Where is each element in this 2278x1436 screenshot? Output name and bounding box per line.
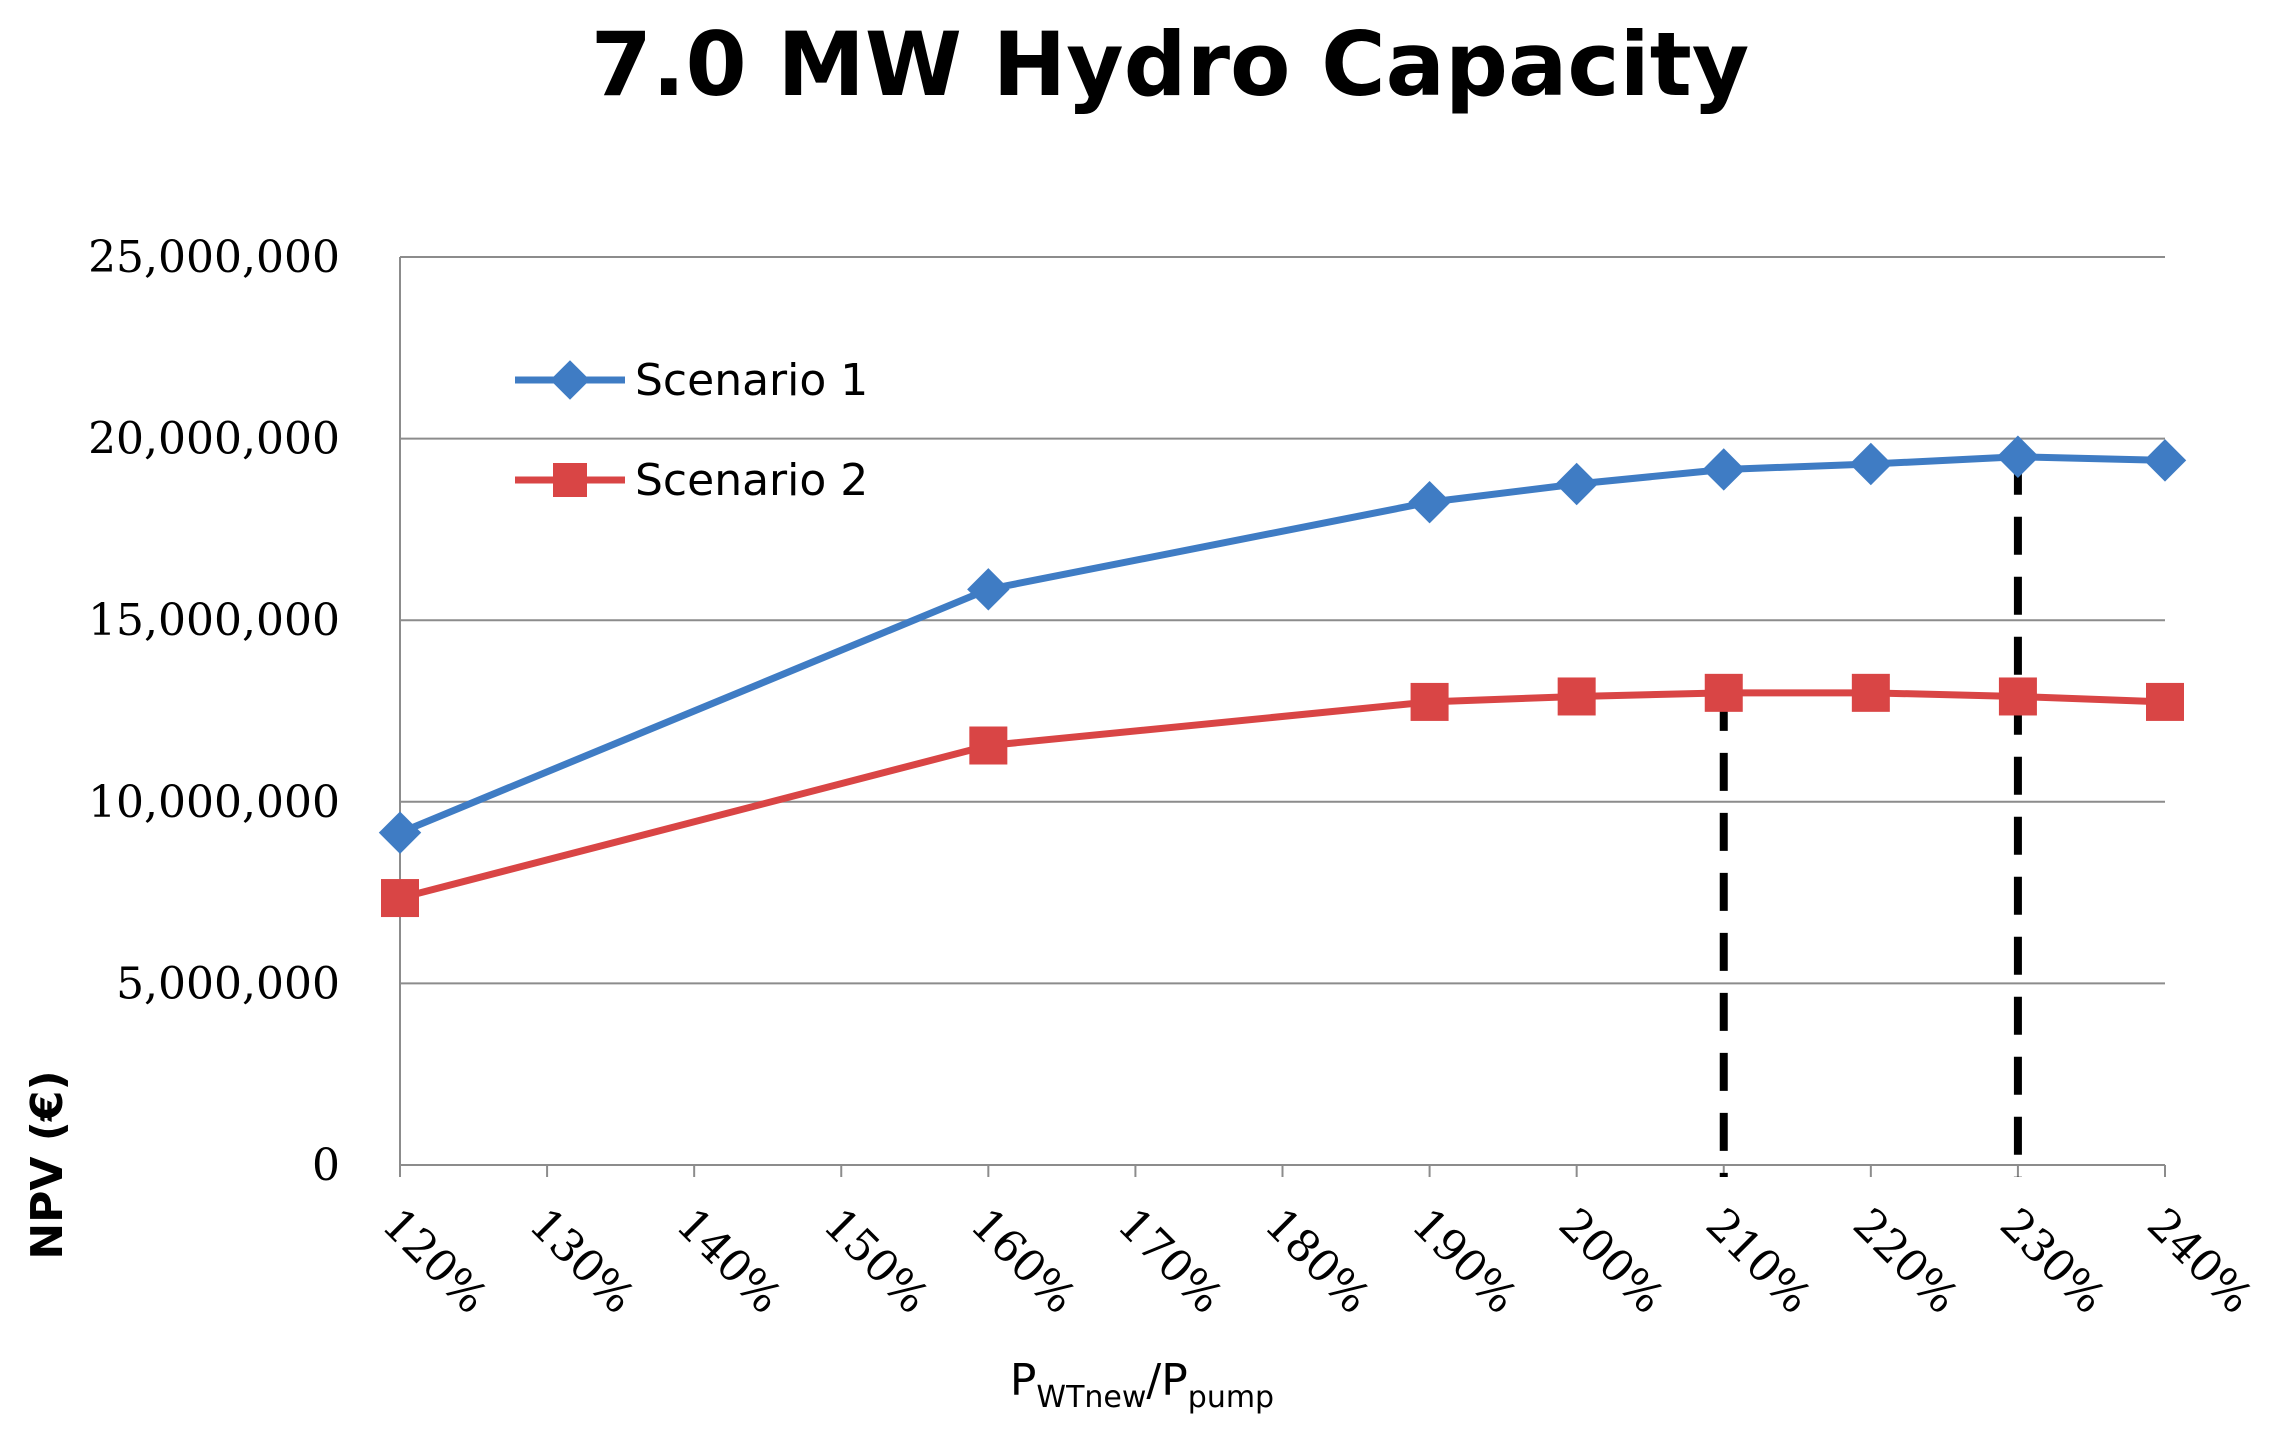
annotations bbox=[1719, 456, 2022, 1177]
series-line-scenario-2 bbox=[399, 689, 2166, 902]
data-point-scenario-1 bbox=[1849, 442, 1893, 486]
x-axis-label-p1: P bbox=[1010, 1355, 1037, 1406]
x-tick-label: 170% bbox=[1108, 1199, 1233, 1324]
x-axis-label-sep: /P bbox=[1146, 1355, 1187, 1406]
data-point-scenario-1 bbox=[1702, 448, 1745, 491]
series-line-scenario-1 bbox=[398, 453, 2166, 836]
data-point-scenario-1 bbox=[1996, 435, 2040, 478]
data-point-scenario-2 bbox=[2146, 682, 2184, 721]
chart-title: 7.0 MW Hydro Capacity bbox=[591, 13, 1749, 116]
x-tick-labels: 120% 130% 140% 150% 160% 170% 180% 190% 200% 210%… bbox=[372, 1199, 2262, 1324]
y-tick-label: 25,000,000 bbox=[88, 232, 340, 283]
axes bbox=[399, 257, 2166, 1177]
x-axis-label-sub1: WTnew bbox=[1036, 1380, 1146, 1415]
data-point-scenario-2 bbox=[1998, 677, 2037, 716]
x-tick-label: 160% bbox=[961, 1199, 1086, 1324]
data-point-scenario-2 bbox=[1557, 677, 1596, 716]
y-tick-label: 0 bbox=[312, 1140, 340, 1191]
data-point-scenario-1 bbox=[967, 568, 1010, 611]
y-tick-label: 10,000,000 bbox=[88, 777, 340, 828]
gridlines bbox=[400, 256, 2165, 985]
x-tick-label: 210% bbox=[1696, 1199, 1821, 1324]
data-point-scenario-1 bbox=[1555, 462, 1598, 506]
x-tick-label: 180% bbox=[1255, 1199, 1380, 1324]
y-tick-label: 15,000,000 bbox=[88, 595, 340, 646]
legend: Scenario 1 Scenario 2 bbox=[515, 355, 868, 506]
data-point-scenario-1 bbox=[2143, 439, 2187, 482]
y-axis-label: NPV (€) bbox=[22, 1070, 73, 1259]
data-point-scenario-2 bbox=[1410, 682, 1449, 721]
legend-marker-scenario-1 bbox=[550, 360, 590, 400]
data-point-scenario-2 bbox=[969, 726, 1008, 765]
y-tick-label: 20,000,000 bbox=[88, 414, 340, 465]
x-tick-label: 150% bbox=[813, 1199, 938, 1324]
x-tick-label: 140% bbox=[666, 1199, 791, 1324]
x-tick-label: 220% bbox=[1843, 1199, 1968, 1324]
x-tick-label: 240% bbox=[2137, 1199, 2262, 1324]
series bbox=[378, 435, 2187, 918]
data-point-scenario-1 bbox=[378, 811, 422, 854]
x-tick-label: 230% bbox=[1990, 1199, 2115, 1324]
legend-label-scenario-2: Scenario 2 bbox=[635, 455, 868, 506]
data-point-scenario-2 bbox=[1851, 673, 1890, 712]
data-point-scenario-2 bbox=[381, 879, 419, 918]
x-tick-label: 190% bbox=[1402, 1199, 1527, 1324]
data-point-scenario-1 bbox=[1408, 480, 1451, 524]
x-axis-label-sub2: pump bbox=[1188, 1380, 1274, 1415]
legend-label-scenario-1: Scenario 1 bbox=[635, 355, 868, 406]
legend-marker-scenario-2 bbox=[553, 463, 587, 497]
y-tick-labels: 0 5,000,000 10,000,000 15,000,000 20,000,000… bbox=[88, 232, 340, 1191]
x-tick-label: 200% bbox=[1549, 1199, 1674, 1324]
y-tick-label: 5,000,000 bbox=[116, 958, 340, 1009]
x-axis-label: PWTnew/Ppump bbox=[1010, 1355, 1274, 1415]
x-tick-label: 130% bbox=[519, 1199, 644, 1324]
data-point-scenario-2 bbox=[1704, 673, 1743, 712]
x-tick-label: 120% bbox=[372, 1199, 497, 1324]
